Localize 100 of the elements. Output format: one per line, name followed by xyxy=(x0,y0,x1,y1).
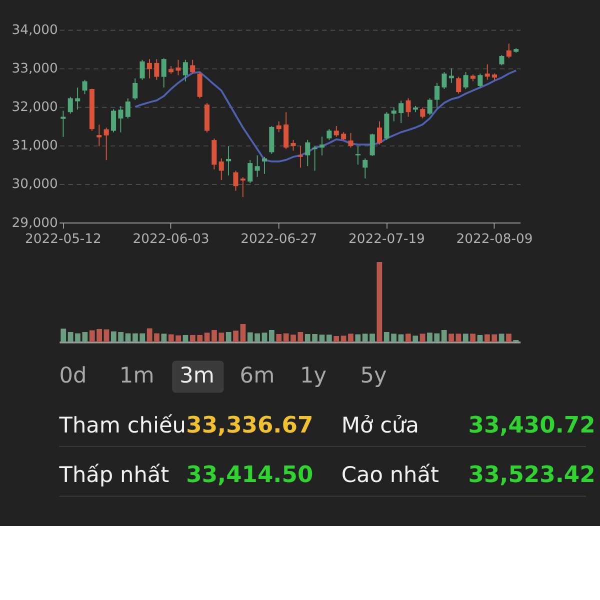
candlestick xyxy=(398,100,404,124)
candlestick xyxy=(82,79,88,95)
candlestick xyxy=(427,98,432,116)
y-tick-label: 31,000 xyxy=(12,138,58,154)
candlestick xyxy=(326,128,332,140)
y-tick-label: 29,000 xyxy=(12,216,58,231)
bar xyxy=(348,334,354,342)
bar xyxy=(448,334,454,342)
candlestick xyxy=(362,158,368,179)
candlestick xyxy=(111,108,116,133)
bar xyxy=(276,334,282,342)
candlestick xyxy=(254,154,260,178)
bar xyxy=(441,330,447,342)
y-tick-label: 33,000 xyxy=(12,62,58,77)
x-tick-label: 2022-07-19 xyxy=(348,232,425,247)
bar xyxy=(456,334,462,342)
bar xyxy=(182,334,188,342)
y-tick-label: 34,000 xyxy=(12,23,58,38)
candlestick xyxy=(190,59,196,74)
bar xyxy=(405,334,411,342)
bar xyxy=(104,329,110,342)
bar xyxy=(340,336,346,342)
text: 6m xyxy=(240,363,275,388)
candlestick xyxy=(118,106,124,133)
text: Thấp nhất xyxy=(58,463,170,488)
candlestick xyxy=(370,133,375,156)
text: Mở cửa xyxy=(341,413,419,438)
candlestick xyxy=(104,127,109,161)
candlestick xyxy=(298,146,303,168)
candlestick xyxy=(377,120,382,145)
bar xyxy=(262,332,268,342)
bar xyxy=(462,334,468,342)
y-tick-label: 32,000 xyxy=(12,100,58,116)
bar xyxy=(506,334,512,342)
bar xyxy=(233,330,238,342)
text: 33,414.50 xyxy=(186,462,314,488)
bar xyxy=(412,336,418,342)
bar xyxy=(355,334,361,342)
bar xyxy=(334,336,340,342)
text: 3m xyxy=(180,363,214,388)
candlestick xyxy=(442,72,447,90)
candlestick xyxy=(406,98,411,118)
candlestick xyxy=(125,98,130,119)
candlestick xyxy=(176,59,181,76)
text: 0d xyxy=(59,363,87,388)
candlestick xyxy=(68,96,73,114)
candlestick xyxy=(334,126,339,138)
bar xyxy=(60,328,66,342)
bar xyxy=(204,332,210,342)
bar xyxy=(477,334,483,342)
x-tick-label: 2022-06-27 xyxy=(240,232,318,247)
x-tick-label: 2022-08-09 xyxy=(456,232,533,247)
bar xyxy=(269,330,274,342)
candlestick xyxy=(391,107,396,122)
x-tick-label: 2022-05-12 xyxy=(24,232,102,247)
candlestick xyxy=(478,73,483,88)
candlestick xyxy=(305,139,310,167)
candlestick xyxy=(75,87,80,110)
candlestick xyxy=(218,158,224,180)
candlestick xyxy=(312,146,318,172)
candlestick xyxy=(319,136,325,156)
candlestick xyxy=(240,176,246,198)
candlestick xyxy=(420,107,426,119)
candlestick xyxy=(60,110,66,138)
candlestick xyxy=(506,43,512,59)
candlestick xyxy=(161,58,166,88)
bar xyxy=(498,334,504,342)
bar xyxy=(420,334,426,342)
bar xyxy=(398,334,404,342)
bar xyxy=(326,334,332,342)
candlestick xyxy=(290,139,296,152)
bar xyxy=(240,324,246,342)
candlestick xyxy=(96,124,102,147)
bar xyxy=(470,334,476,342)
bar xyxy=(161,334,167,342)
bar xyxy=(226,332,232,342)
candlestick xyxy=(262,156,268,174)
y-tick-label: 30,000 xyxy=(12,177,58,192)
candlestick xyxy=(456,76,462,94)
text: 33,336.67 xyxy=(186,412,314,438)
text: 33,523.42 xyxy=(468,462,596,488)
candlestick xyxy=(140,59,145,80)
candlestick xyxy=(499,54,504,66)
candlestick xyxy=(348,132,354,148)
candlestick xyxy=(154,58,160,80)
bar xyxy=(376,262,382,342)
x-tick-label: 2022-06-03 xyxy=(132,232,210,247)
candlestick xyxy=(463,72,468,90)
candlestick xyxy=(434,82,440,108)
text: 1y xyxy=(300,363,327,388)
candlestick xyxy=(226,146,232,176)
candlestick xyxy=(355,146,360,166)
candlestick xyxy=(484,64,490,80)
candlestick xyxy=(182,59,188,82)
candlestick xyxy=(248,159,253,184)
bar xyxy=(319,334,325,342)
text: Cao nhất xyxy=(341,463,439,488)
candlestick xyxy=(132,78,138,100)
candlestick xyxy=(233,170,238,192)
text: 1m xyxy=(119,363,154,388)
